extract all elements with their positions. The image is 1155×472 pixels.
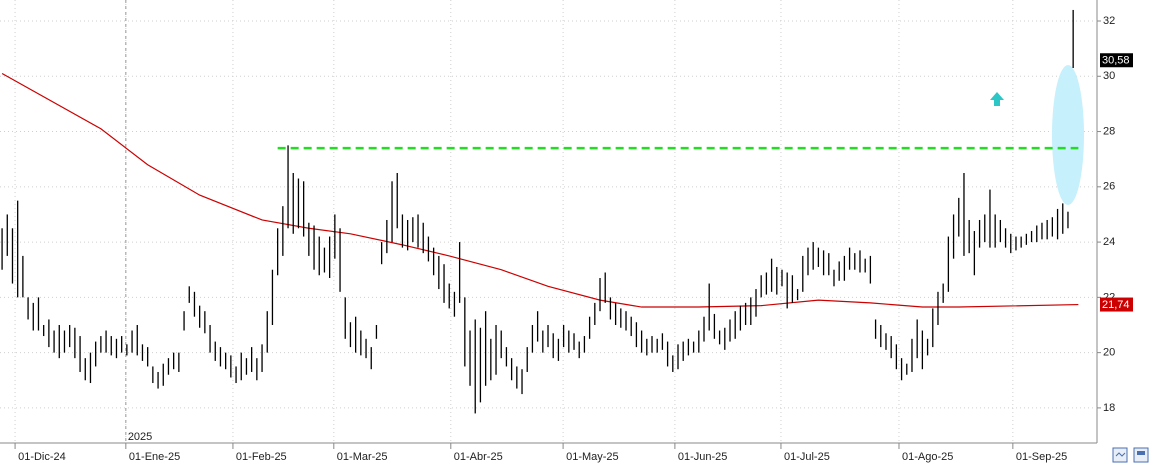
x-tick-label: 01-May-25 (566, 451, 619, 463)
x-tick-label: 01-Feb-25 (236, 451, 287, 463)
x-tick-label: 01-Ene-25 (129, 451, 180, 463)
y-tick-label: 24 (1103, 236, 1115, 248)
x-tick-label: 01-Sep-25 (1016, 451, 1067, 463)
y-tick-label: 20 (1103, 347, 1115, 359)
ma-label-box (1100, 297, 1133, 312)
up-arrow (990, 92, 1004, 106)
x-tick-label: 01-Mar-25 (337, 451, 388, 463)
last-price-label-box (1100, 53, 1133, 68)
ma-label: 21,74 (1102, 299, 1130, 311)
highlight-ellipse (1052, 65, 1084, 205)
moving-average (1, 72, 1079, 308)
x-tick-label: 01-Jun-25 (678, 451, 728, 463)
save-glyph (1137, 451, 1145, 455)
y-tick-label: 30 (1103, 70, 1115, 82)
x-tick-label: 01-Abr-25 (454, 451, 503, 463)
x-tick-label: 01-Jul-25 (784, 451, 830, 463)
x-tick-label: 01-Ago-25 (902, 451, 953, 463)
y-tick-label: 18 (1103, 402, 1115, 414)
last-price-label: 30,58 (1102, 55, 1130, 67)
zoom-glyph (1115, 452, 1126, 457)
x-tick-label: 01-Dic-24 (18, 451, 66, 463)
y-tick-label: 32 (1103, 15, 1115, 27)
zoom-icon[interactable] (1112, 447, 1128, 463)
y-tick-label: 26 (1103, 181, 1115, 193)
y-tick-label: 28 (1103, 125, 1115, 137)
year-label: 2025 (128, 431, 152, 443)
toolbar-icons (1112, 447, 1149, 463)
